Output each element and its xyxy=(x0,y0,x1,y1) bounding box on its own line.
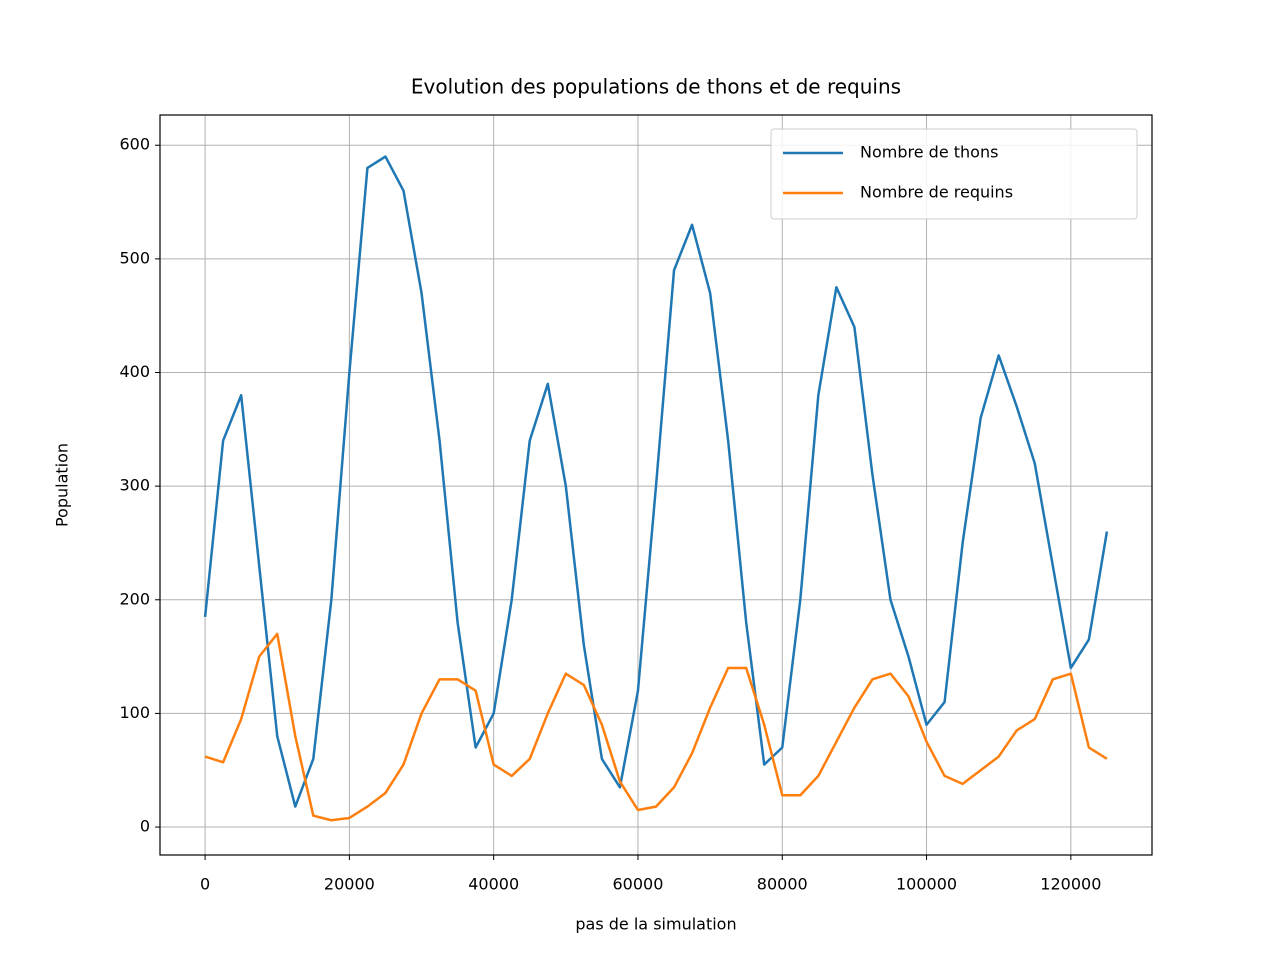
legend-box xyxy=(770,128,1138,220)
y-tick-label: 200 xyxy=(119,589,150,608)
x-tick-label: 100000 xyxy=(896,875,957,894)
x-tick-label: 40000 xyxy=(468,875,519,894)
y-tick-label: 400 xyxy=(119,362,150,381)
y-tick-label: 500 xyxy=(119,248,150,267)
chart-title: Evolution des populations de thons et de… xyxy=(411,75,901,99)
x-tick-label: 20000 xyxy=(324,875,375,894)
x-axis-label: pas de la simulation xyxy=(575,915,736,934)
y-tick-label: 0 xyxy=(140,817,150,836)
x-tick-label: 60000 xyxy=(613,875,664,894)
x-tick-label: 80000 xyxy=(757,875,808,894)
y-axis-label: Population xyxy=(53,443,72,527)
x-tick-label: 0 xyxy=(200,875,210,894)
legend-label: Nombre de thons xyxy=(860,143,998,162)
x-tick-label: 120000 xyxy=(1040,875,1101,894)
y-tick-label: 100 xyxy=(119,703,150,722)
plot-frame xyxy=(159,114,1153,856)
legend-label: Nombre de requins xyxy=(860,183,1013,202)
data-line xyxy=(203,155,1109,808)
y-tick-label: 600 xyxy=(119,135,150,154)
y-tick-label: 300 xyxy=(119,476,150,495)
data-line xyxy=(204,632,1108,822)
